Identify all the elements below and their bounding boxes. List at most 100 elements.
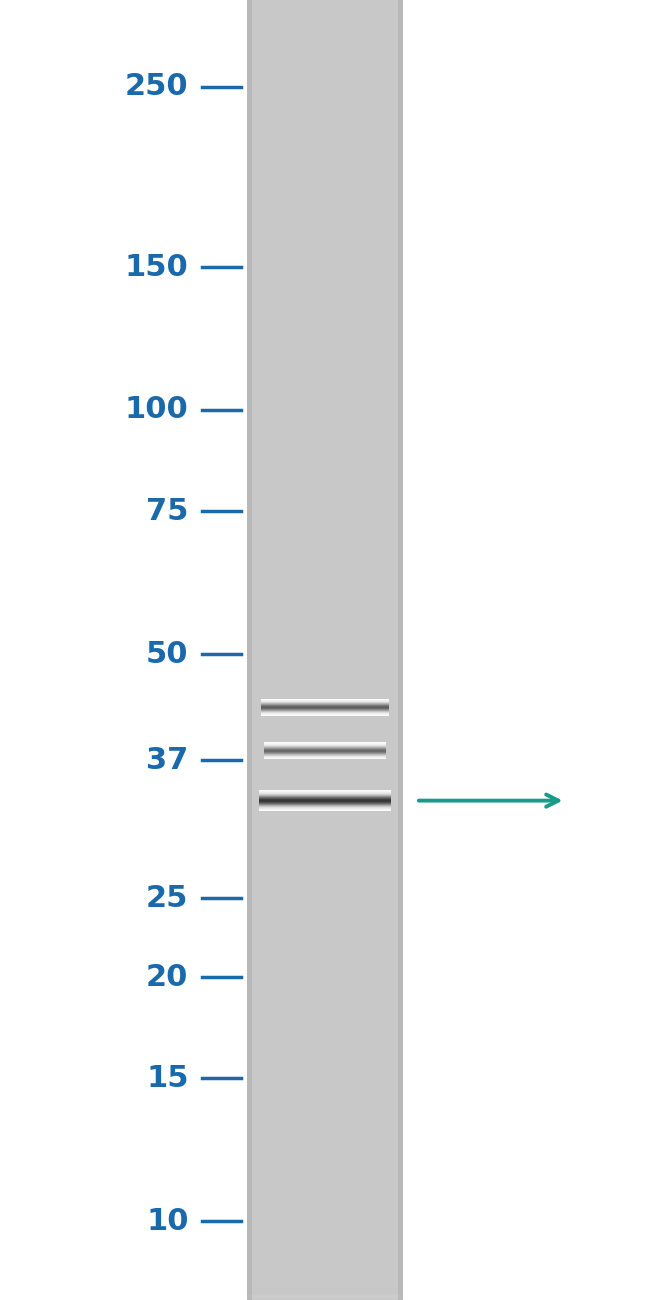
Bar [247,1292,403,1299]
Bar [247,1292,403,1299]
Bar [247,1290,403,1296]
Bar [247,1294,403,1300]
Bar [247,1292,403,1299]
Bar [247,1290,403,1296]
Bar [247,1287,403,1294]
Bar [247,1287,403,1294]
Bar [247,1291,403,1297]
Bar [247,1290,403,1296]
Bar [247,1294,403,1300]
Bar [247,1294,403,1300]
Bar [247,1288,403,1295]
Bar [247,1288,403,1295]
Bar [247,1287,403,1294]
Bar [247,1290,403,1296]
Text: 10: 10 [146,1206,188,1236]
Bar [247,1291,403,1297]
Bar [247,1288,403,1295]
Bar [247,1290,403,1296]
Bar [247,1294,403,1300]
Bar [247,1288,403,1295]
Bar [247,1291,403,1297]
Text: 50: 50 [146,640,188,668]
Bar [247,1290,403,1296]
Bar [247,1288,403,1295]
Bar [247,1288,403,1295]
Bar [247,1291,403,1297]
Bar [247,1292,403,1299]
Bar [247,1290,403,1296]
Bar [247,1288,403,1295]
Bar [247,1292,403,1299]
Bar [247,1290,403,1296]
Bar [247,1288,403,1295]
Bar [247,1288,403,1295]
Bar [247,1288,403,1295]
Bar [247,1294,403,1300]
Bar [247,1292,403,1299]
Bar [247,1291,403,1297]
Bar [247,1292,403,1299]
Bar [247,1292,403,1299]
Bar [247,1288,403,1295]
Bar [247,1292,403,1299]
Bar [247,1290,403,1296]
Bar [247,1291,403,1297]
Bar [247,1290,403,1296]
Bar [247,1294,403,1300]
Bar [247,1292,403,1299]
Bar [247,1291,403,1297]
Bar [247,1291,403,1297]
Bar [247,1292,403,1299]
Bar [247,1292,403,1299]
Text: 75: 75 [146,497,188,525]
Bar [247,1287,403,1294]
Bar [247,1290,403,1296]
Bar [247,1294,403,1300]
Bar [247,1290,403,1296]
Bar [247,1290,403,1296]
Bar [247,1294,403,1300]
Text: 100: 100 [125,395,188,424]
Bar [247,1287,403,1294]
Bar [247,1291,403,1297]
Bar [247,1291,403,1297]
Bar [247,1288,403,1295]
Bar [247,1290,403,1296]
Bar [247,1292,403,1299]
Bar [247,1294,403,1300]
Bar [247,1291,403,1297]
Bar [247,1291,403,1297]
Bar [247,1290,403,1296]
Bar [247,1290,403,1296]
Bar [247,1291,403,1297]
Bar [247,1290,403,1296]
Bar [247,1291,403,1297]
Bar [247,1290,403,1296]
Bar [247,1288,403,1295]
Bar [247,1294,403,1300]
Bar [247,1290,403,1296]
Bar [247,1294,403,1300]
Bar [247,1288,403,1295]
Bar [247,1288,403,1295]
Bar [247,1290,403,1296]
Bar [247,1292,403,1299]
Bar [247,1291,403,1297]
Bar [247,1294,403,1300]
Bar [247,0,252,1300]
Bar [247,1287,403,1294]
Bar [247,1291,403,1297]
Bar [247,1290,403,1296]
Bar [247,1292,403,1297]
Bar [247,1291,403,1297]
Bar [247,1290,403,1296]
Bar [247,1288,403,1295]
Bar [247,1287,403,1294]
Bar [247,1288,403,1295]
Bar [247,1291,403,1297]
Bar [247,1292,403,1299]
Bar [247,1291,403,1297]
Bar [247,0,403,1300]
Text: 37: 37 [146,746,188,775]
